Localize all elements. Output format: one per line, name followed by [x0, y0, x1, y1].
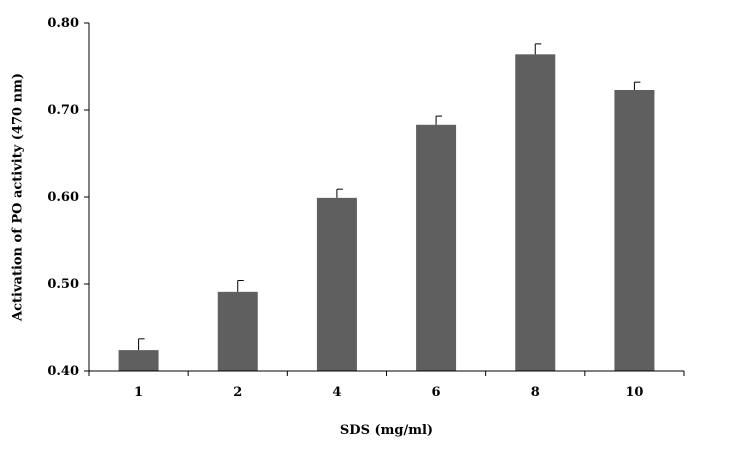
error-bar-6: [435, 115, 443, 125]
error-bar-1: [138, 338, 145, 351]
bar-6: [416, 124, 457, 371]
x-tick-label: 10: [625, 385, 643, 400]
bar-8: [515, 54, 556, 371]
y-axis-ticks: 0.40 0.50 0.60 0.70 0.80: [47, 16, 89, 379]
x-tick-label: 2: [233, 385, 242, 400]
y-axis-title: Activation of PO activity (470 nm): [11, 73, 26, 322]
x-axis-ticks: 1 2 4 6 8 10: [88, 371, 685, 400]
bars-layer: [118, 54, 655, 372]
error-bar-2: [237, 280, 244, 292]
x-tick-label: 8: [531, 385, 540, 400]
y-tick-label: 0.70: [47, 103, 79, 118]
error-bar-8: [534, 43, 542, 55]
x-axis-title: SDS (mg/ml): [340, 423, 433, 438]
x-tick-label: 1: [134, 385, 143, 400]
bar-1: [118, 350, 159, 371]
error-bar-10: [633, 81, 641, 90]
x-tick-label: 4: [332, 385, 341, 400]
error-bar-4: [336, 188, 343, 198]
error-bars-layer: [138, 43, 641, 351]
y-tick-label: 0.40: [47, 364, 79, 379]
bar-2: [217, 291, 258, 371]
bar-10: [614, 89, 655, 372]
bar-4: [316, 197, 357, 371]
y-tick-label: 0.60: [47, 190, 79, 205]
x-tick-label: 6: [432, 385, 441, 400]
y-tick-label: 0.80: [47, 16, 79, 31]
y-tick-label: 0.50: [47, 277, 79, 292]
